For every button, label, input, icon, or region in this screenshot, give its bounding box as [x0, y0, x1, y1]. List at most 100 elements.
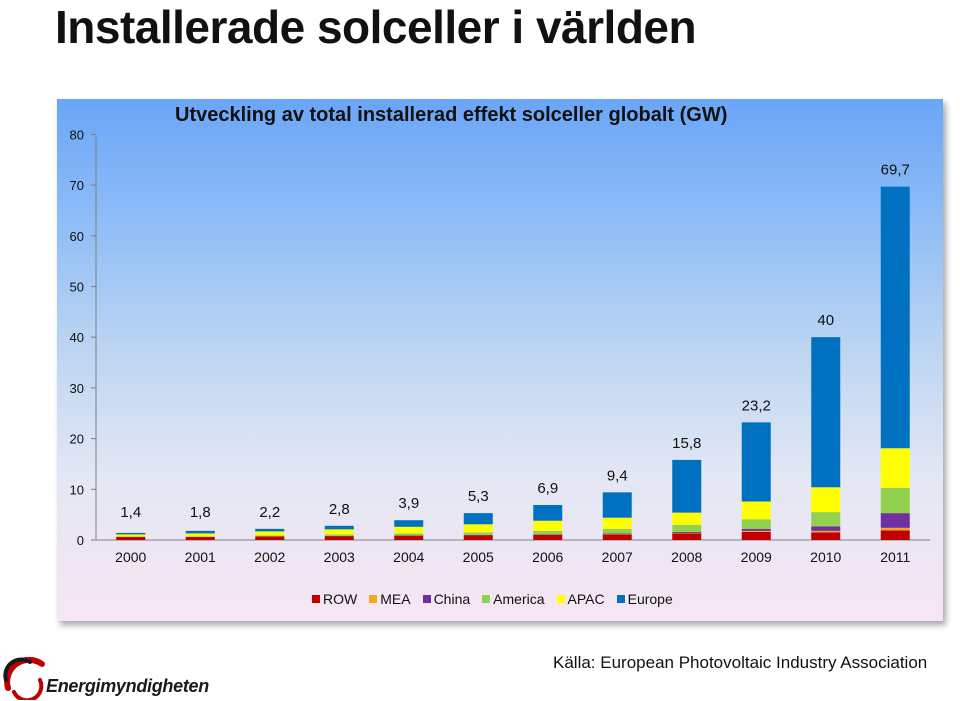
y-tick-label: 60	[70, 229, 84, 244]
bar-segment-apac-2000	[116, 534, 146, 537]
legend-label: ROW	[323, 591, 358, 607]
bar-segment-apac-2008	[672, 512, 702, 525]
legend-label: MEA	[380, 591, 411, 607]
x-tick-label-2001: 2001	[185, 549, 216, 565]
x-tick-label-2011: 2011	[880, 549, 910, 565]
legend-item-row: ROW	[312, 591, 357, 607]
legend-swatch	[482, 595, 491, 603]
bar-segment-mea-2009	[741, 530, 771, 532]
legend-label: APAC	[567, 591, 605, 607]
bar-segment-china-2010	[811, 526, 841, 531]
bar-segment-mea-2008	[672, 532, 702, 534]
bar-segment-europe-2006	[533, 505, 563, 521]
bar-segment-america-2004	[394, 533, 424, 536]
data-label-2004: 3,9	[398, 495, 419, 512]
data-label-2011: 69,7	[881, 162, 910, 179]
bar-segment-europe-2010	[811, 337, 841, 488]
x-tick-label-2005: 2005	[463, 549, 494, 565]
y-tick-label: 40	[70, 330, 84, 345]
page-title: Installerade solceller i världen	[55, 1, 697, 53]
bar-segment-china-2007	[602, 533, 632, 534]
logo-text: Energimyndigheten	[46, 676, 209, 696]
bar-segment-china-2009	[741, 528, 771, 531]
energimyndigheten-logo-icon	[3, 656, 45, 700]
legend-swatch	[369, 595, 378, 603]
bar-segment-row-2007	[602, 534, 632, 540]
bar-segment-america-2008	[672, 524, 702, 532]
bar-segment-europe-2001	[185, 530, 215, 534]
legend-item-europe: Europe	[616, 591, 673, 607]
data-label-2003: 2,8	[329, 501, 350, 518]
x-tick-label-2004: 2004	[393, 549, 424, 565]
legend-label: America	[493, 591, 545, 607]
bar-segment-apac-2011	[880, 448, 910, 488]
bar-segment-america-2011	[880, 487, 910, 514]
bar-segment-row-2004	[394, 535, 424, 540]
bar-segment-apac-2003	[324, 529, 354, 535]
legend-item-china: China	[422, 591, 470, 607]
data-label-2001: 1,8	[190, 504, 211, 521]
source-note: Källa: European Photovoltaic Industry As…	[553, 653, 928, 672]
bar-segment-apac-2010	[811, 487, 841, 513]
bar-segment-apac-2005	[463, 524, 493, 533]
data-label-2005: 5,3	[468, 488, 489, 505]
bar-segment-europe-2008	[672, 459, 702, 513]
legend-label: Europe	[627, 591, 673, 607]
y-tick-label: 0	[77, 533, 84, 548]
data-label-2006: 6,9	[537, 480, 558, 497]
bar-segment-europe-2005	[463, 513, 493, 525]
bar-segment-europe-2003	[324, 525, 354, 530]
bar-segment-row-2001	[185, 536, 215, 540]
data-label-2007: 9,4	[607, 467, 628, 484]
bar-segment-china-2011	[880, 513, 910, 528]
bar-segment-mea-2011	[880, 527, 910, 531]
bar-segment-row-2008	[672, 533, 702, 540]
bar-segment-apac-2006	[533, 520, 563, 531]
bar-segment-row-2002	[255, 536, 285, 540]
bar-segment-america-2007	[602, 528, 632, 534]
y-tick-label: 20	[70, 432, 84, 447]
bar-segment-row-2010	[811, 532, 841, 540]
chart-legend: ROW MEA China America APAC Europe	[312, 591, 673, 607]
data-label-2009: 23,2	[742, 397, 771, 414]
bar-segment-europe-2004	[394, 520, 424, 527]
legend-swatch	[422, 595, 431, 603]
bar-segment-china-2003	[324, 535, 354, 537]
bar-segment-apac-2009	[741, 501, 771, 520]
data-label-2008: 15,8	[672, 435, 701, 452]
bar-segment-china-2006	[533, 534, 563, 535]
bar-segment-america-2009	[741, 519, 771, 529]
bar-segment-row-2003	[324, 536, 354, 540]
bar-segment-america-2000	[116, 536, 146, 537]
x-tick-label-2009: 2009	[741, 549, 772, 565]
bar-segment-europe-2002	[255, 528, 285, 532]
bar-segment-apac-2001	[185, 533, 215, 537]
bar-segment-europe-2007	[602, 492, 632, 518]
x-tick-label-2007: 2007	[602, 549, 633, 565]
bar-segment-america-2001	[185, 536, 215, 537]
bar-segment-china-2005	[463, 534, 493, 536]
bar-segment-mea-2007	[602, 533, 632, 535]
legend-swatch	[556, 595, 565, 603]
legend-swatch	[312, 595, 320, 603]
x-tick-label-2006: 2006	[532, 549, 563, 565]
legend-item-america: America	[482, 591, 545, 607]
y-tick-label: 80	[70, 127, 84, 142]
x-tick-label-2008: 2008	[671, 549, 702, 565]
bar-segment-mea-2010	[811, 530, 841, 533]
bar-segment-america-2005	[463, 532, 493, 535]
bar-segment-america-2010	[811, 512, 841, 527]
bar-segment-china-2004	[394, 535, 424, 536]
y-tick-label: 30	[70, 381, 84, 396]
x-tick-label-2000: 2000	[115, 549, 146, 565]
bar-segment-row-2006	[533, 534, 563, 540]
bar-segment-europe-2000	[116, 532, 146, 535]
y-tick-label: 50	[70, 280, 84, 295]
legend-item-apac: APAC	[556, 591, 605, 607]
legend-swatch	[616, 595, 625, 603]
chart-title: Utveckling av total installerad effekt s…	[175, 104, 728, 126]
bar-segment-america-2003	[324, 534, 354, 536]
bar-segment-row-2011	[880, 530, 910, 540]
bar-segment-row-2000	[116, 536, 146, 540]
